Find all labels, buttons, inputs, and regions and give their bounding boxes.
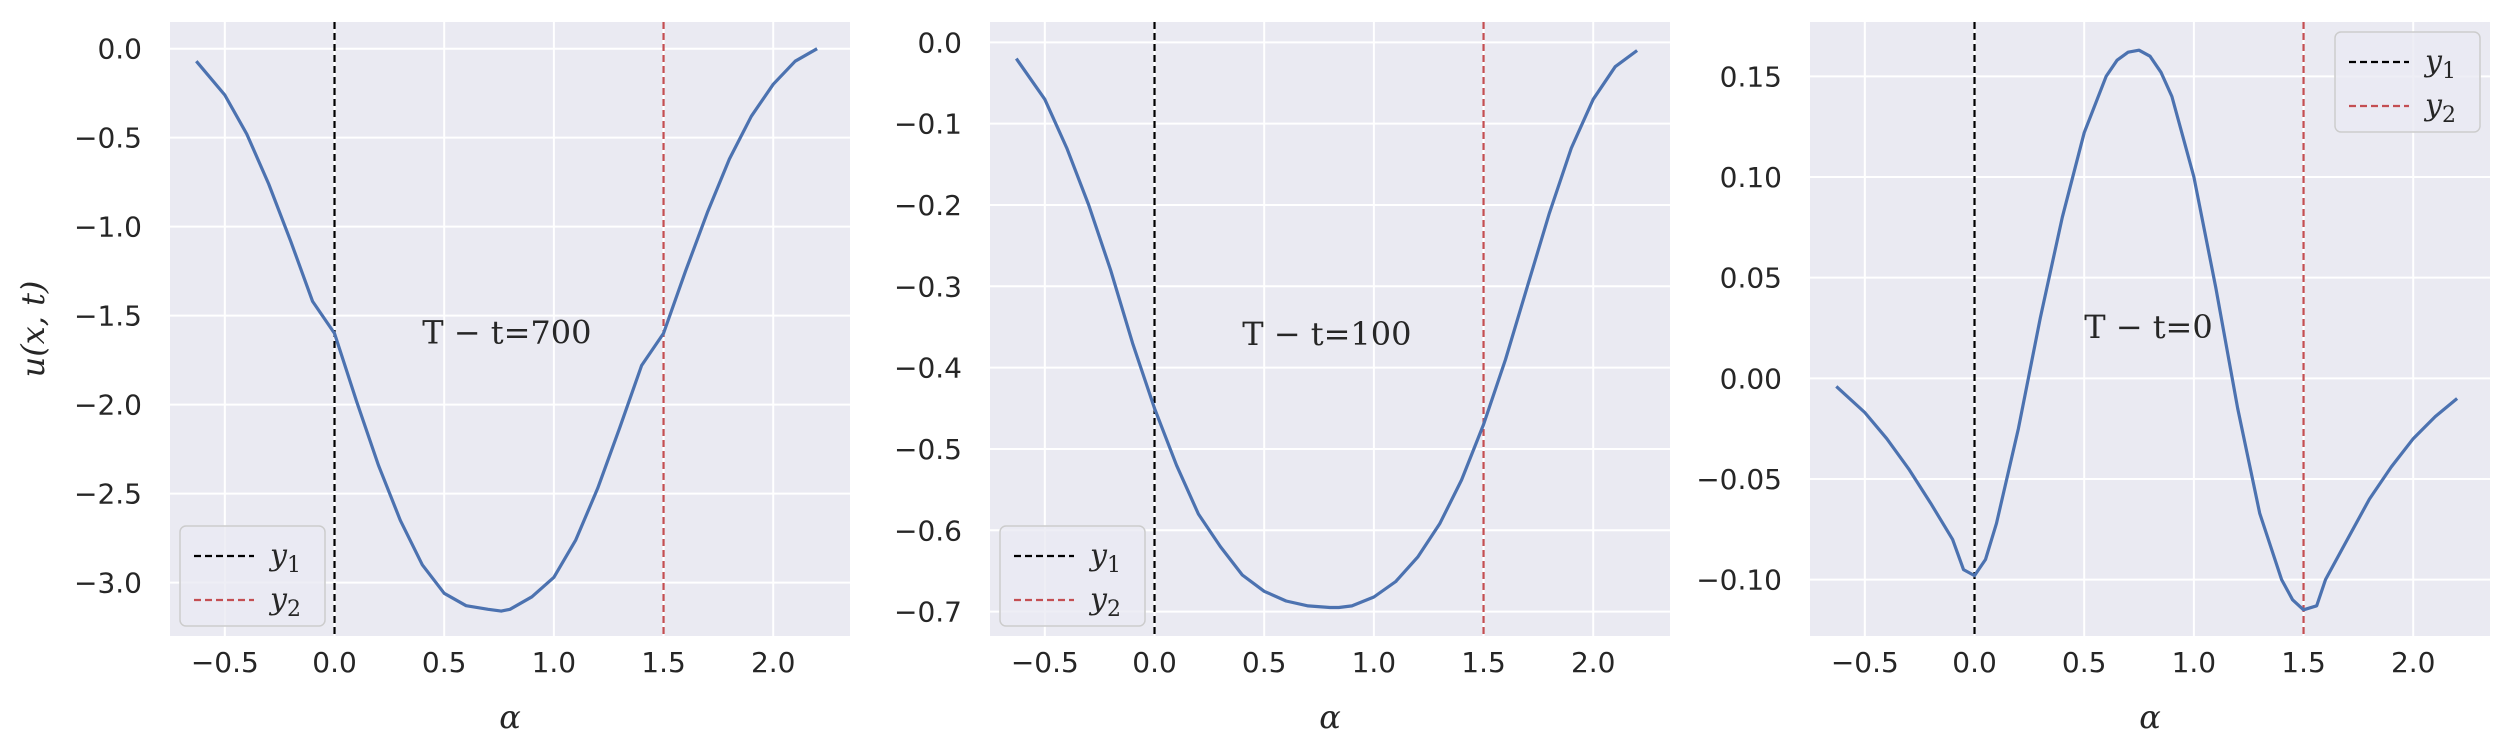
legend-label: y2	[2423, 88, 2456, 128]
x-tick-label: 1.0	[532, 646, 577, 679]
x-axis-label: α	[499, 698, 521, 736]
x-axis-label: α	[2139, 698, 2161, 736]
y-tick-label: −1.5	[74, 300, 142, 333]
series-line	[1014, 49, 1639, 610]
y-tick-label: −0.5	[894, 433, 962, 466]
x-axis-label: α	[1319, 698, 1341, 736]
y-tick-label: −2.0	[74, 389, 142, 422]
x-tick-label: −0.5	[1011, 646, 1079, 679]
subplot-1: −0.5 0.0 0.5 1.0 1.5 2.0 0.0 −0.5 −1.0 −1.5 −2.0 −2…	[14, 22, 850, 736]
subplot-2: −0.5 0.0 0.5 1.0 1.5 2.0 0.0 −0.1 −0.2 −0.3 −0.4 −0…	[894, 22, 1670, 736]
x-tick-label: 1.0	[1352, 646, 1397, 679]
x-tick-label: 1.5	[2281, 646, 2326, 679]
legend-label: y1	[1088, 538, 1121, 578]
annotation-text: T − t=100	[1242, 315, 1411, 353]
x-tick-label: 0.5	[422, 646, 467, 679]
y-tick-label: −0.1	[894, 108, 962, 141]
y-tick-label: −3.0	[74, 567, 142, 600]
y-tick-label: −1.0	[74, 211, 142, 244]
x-tick-label: 0.0	[312, 646, 357, 679]
annotation-text: T − t=0	[2084, 308, 2213, 346]
legend-box	[2334, 31, 2481, 133]
x-tick-label: −0.5	[191, 646, 259, 679]
y-tick-label: −0.10	[1696, 564, 1782, 597]
x-tick-label: 1.5	[1461, 646, 1506, 679]
legend-label: y2	[1088, 582, 1121, 622]
y-tick-label: −2.5	[74, 478, 142, 511]
x-tick-label: 2.0	[751, 646, 796, 679]
x-tick-label: 0.5	[2062, 646, 2107, 679]
y-tick-label: 0.0	[917, 26, 962, 59]
x-tick-label: −0.5	[1831, 646, 1899, 679]
x-tick-label: 0.0	[1132, 646, 1177, 679]
x-tick-label: 0.0	[1952, 646, 1997, 679]
y-tick-label: 0.15	[1720, 60, 1782, 93]
y-tick-label: 0.0	[97, 33, 142, 66]
y-tick-label: 0.00	[1720, 362, 1782, 395]
y-tick-label: −0.7	[894, 596, 962, 629]
y-axis-label: u(x, t)	[14, 281, 52, 378]
y-tick-label: −0.2	[894, 189, 962, 222]
legend-label: y1	[268, 538, 301, 578]
x-tick-label: 2.0	[2391, 646, 2436, 679]
x-tick-label: 2.0	[1571, 646, 1616, 679]
y-tick-label: 0.10	[1720, 161, 1782, 194]
legend-label: y2	[268, 582, 301, 622]
x-tick-label: 1.0	[2172, 646, 2217, 679]
series-line	[195, 47, 818, 613]
y-tick-label: −0.3	[894, 270, 962, 303]
legend-box	[999, 525, 1146, 627]
y-tick-label: 0.05	[1720, 262, 1782, 295]
x-tick-label: 0.5	[1242, 646, 1287, 679]
legend-box	[179, 525, 326, 627]
y-tick-label: −0.05	[1696, 463, 1782, 496]
y-tick-label: −0.6	[894, 514, 962, 547]
series-line	[1835, 48, 2459, 612]
annotation-text: T − t=700	[422, 313, 591, 351]
legend-label: y1	[2423, 44, 2456, 84]
subplot-3: −0.5 0.0 0.5 1.0 1.5 2.0 0.15 0.10 0.05 0.00 −0.05…	[1696, 22, 2490, 736]
y-tick-label: −0.5	[74, 122, 142, 155]
x-tick-label: 1.5	[641, 646, 686, 679]
y-tick-label: −0.4	[894, 352, 962, 385]
